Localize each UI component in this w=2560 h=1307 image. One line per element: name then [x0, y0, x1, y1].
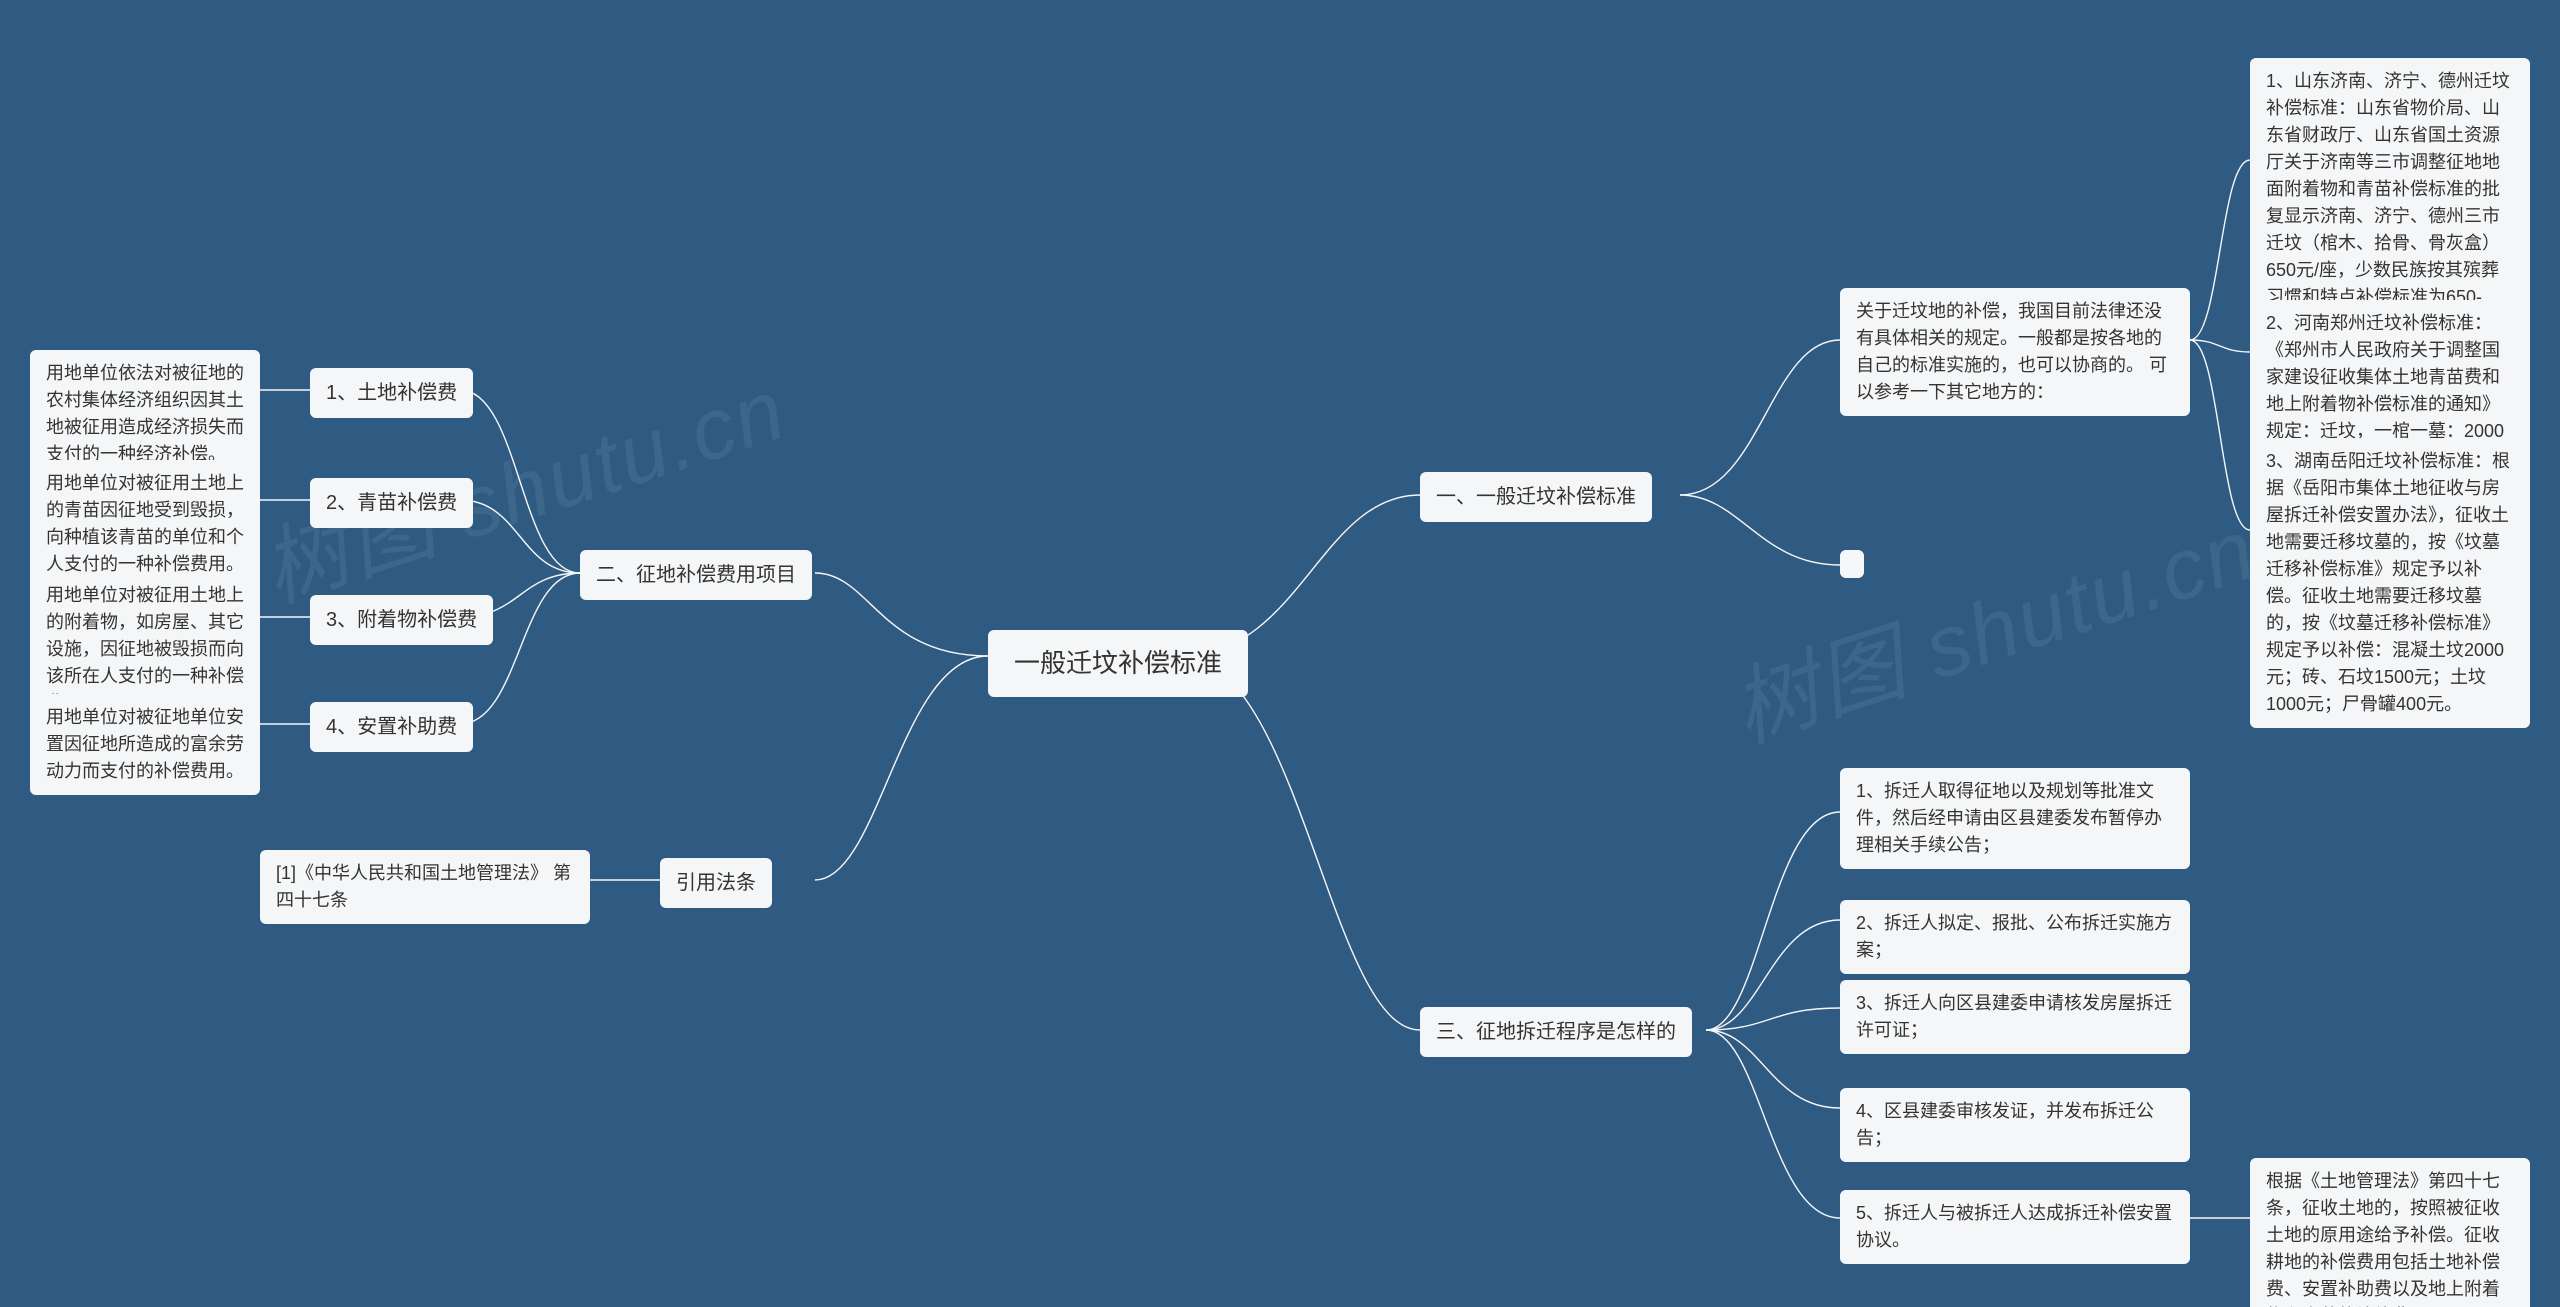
root-node[interactable]: 一般迁坟补偿标准 — [988, 630, 1248, 697]
branch-3-leaf-5[interactable]: 5、拆迁人与被拆迁人达成拆迁补偿安置协议。 — [1840, 1190, 2190, 1264]
branch-2-item-3[interactable]: 3、附着物补偿费 — [310, 595, 493, 645]
branch-ref[interactable]: 引用法条 — [660, 858, 772, 908]
branch-1[interactable]: 一、一般迁坟补偿标准 — [1420, 472, 1652, 522]
branch-2[interactable]: 二、征地补偿费用项目 — [580, 550, 812, 600]
branch-2-item-2-detail[interactable]: 用地单位对被征用土地上的青苗因征地受到毁损，向种植该青苗的单位和个人支付的一种补… — [30, 460, 260, 588]
branch-ref-detail[interactable]: [1]《中华人民共和国土地管理法》 第四十七条 — [260, 850, 590, 924]
branch-3-leaf-2[interactable]: 2、拆迁人拟定、报批、公布拆迁实施方案； — [1840, 900, 2190, 974]
watermark: 树图 shutu.cn — [1714, 479, 2269, 766]
branch-3-leaf-1[interactable]: 1、拆迁人取得征地以及规划等批准文件，然后经申请由区县建委发布暂停办理相关手续公… — [1840, 768, 2190, 869]
branch-1-sub[interactable]: 关于迁坟地的补偿，我国目前法律还没有具体相关的规定。一般都是按各地的自己的标准实… — [1840, 288, 2190, 416]
branch-2-item-1[interactable]: 1、土地补偿费 — [310, 368, 473, 418]
branch-3[interactable]: 三、征地拆迁程序是怎样的 — [1420, 1007, 1692, 1057]
branch-2-item-4[interactable]: 4、安置补助费 — [310, 702, 473, 752]
branch-2-item-1-detail[interactable]: 用地单位依法对被征地的农村集体经济组织因其土地被征用造成经济损失而支付的一种经济… — [30, 350, 260, 478]
branch-2-item-2[interactable]: 2、青苗补偿费 — [310, 478, 473, 528]
branch-3-leaf-4[interactable]: 4、区县建委审核发证，并发布拆迁公告； — [1840, 1088, 2190, 1162]
branch-3-leaf-3[interactable]: 3、拆迁人向区县建委申请核发房屋拆迁许可证； — [1840, 980, 2190, 1054]
branch-1-empty — [1840, 550, 1864, 578]
branch-2-item-4-detail[interactable]: 用地单位对被征地单位安置因征地所造成的富余劳动力而支付的补偿费用。 — [30, 694, 260, 795]
branch-1-leaf-3[interactable]: 3、湖南岳阳迁坟补偿标准：根据《岳阳市集体土地征收与房屋拆迁补偿安置办法》，征收… — [2250, 438, 2530, 728]
branch-3-leaf-5-detail[interactable]: 根据《土地管理法》第四十七条，征收土地的，按照被征收土地的原用途给予补偿。征收耕… — [2250, 1158, 2530, 1307]
